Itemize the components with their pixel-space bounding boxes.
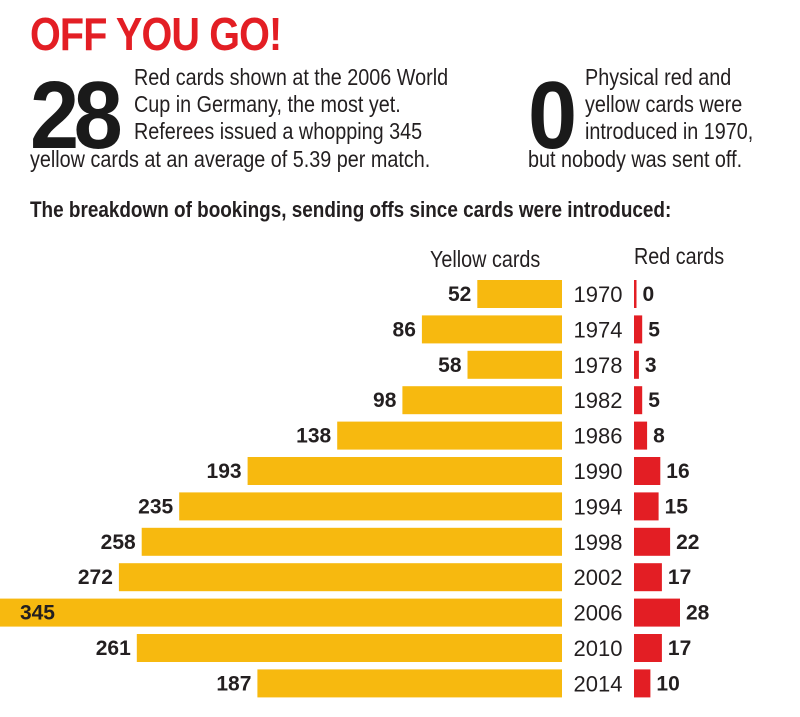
- yellow-bar-1994: [179, 492, 562, 521]
- yellow-bar-2014: [257, 669, 562, 698]
- stat-right-line-4: but nobody was sent off.: [528, 146, 743, 172]
- year-label-1998: 1998: [574, 530, 623, 555]
- yellow-value-2002: 272: [78, 566, 113, 589]
- year-label-1994: 1994: [574, 494, 623, 519]
- yellow-bar-2006: [0, 598, 562, 627]
- red-bar-2006: [634, 598, 680, 627]
- red-value-1986: 8: [653, 425, 665, 448]
- stat-left-line-1: Red cards shown at the 2006 World: [134, 64, 449, 90]
- year-label-1990: 1990: [574, 459, 623, 484]
- year-label-1978: 1978: [574, 353, 623, 378]
- yellow-value-1986: 138: [296, 425, 331, 448]
- red-bar-1986: [634, 421, 648, 450]
- red-value-2002: 17: [668, 566, 691, 589]
- stat-left-line-2: Cup in Germany, the most yet.: [134, 91, 401, 117]
- red-bar-1974: [634, 315, 643, 344]
- year-label-1982: 1982: [574, 388, 623, 413]
- red-bar-2014: [634, 669, 651, 698]
- year-label-2010: 2010: [574, 636, 623, 661]
- yellow-bar-1982: [402, 386, 562, 415]
- yellow-value-1974: 86: [393, 318, 416, 341]
- stat-left-line-4: yellow cards at an average of 5.39 per m…: [30, 146, 431, 172]
- stat-left-number: 28: [30, 62, 123, 169]
- yellow-value-1970: 52: [448, 283, 471, 306]
- red-bar-2002: [634, 563, 662, 592]
- stat-right-line-2: yellow cards were: [585, 91, 743, 117]
- red-value-1970: 0: [643, 283, 655, 306]
- year-label-2014: 2014: [574, 671, 623, 696]
- stat-right-line-3: introduced in 1970,: [585, 118, 754, 144]
- yellow-value-2010: 261: [96, 637, 131, 660]
- year-label-2006: 2006: [574, 601, 623, 626]
- yellow-bar-1974: [421, 315, 562, 344]
- yellow-value-1990: 193: [207, 460, 242, 483]
- page-title: OFF YOU GO!: [30, 8, 282, 60]
- year-label-1970: 1970: [574, 282, 623, 307]
- yellow-cards-header: Yellow cards: [430, 246, 541, 272]
- red-value-2006: 28: [686, 602, 710, 625]
- yellow-bar-1990: [247, 457, 562, 485]
- yellow-value-1994: 235: [138, 495, 173, 518]
- red-value-1994: 15: [665, 495, 689, 518]
- yellow-value-2006: 345: [20, 602, 55, 625]
- yellow-value-2014: 187: [216, 672, 251, 695]
- yellow-bar-1998: [141, 527, 562, 556]
- red-bar-1982: [634, 386, 643, 415]
- red-value-1974: 5: [648, 318, 660, 341]
- year-label-1974: 1974: [574, 317, 623, 342]
- yellow-value-1998: 258: [101, 531, 136, 554]
- yellow-value-1978: 58: [438, 354, 462, 377]
- stat-left-line-3: Referees issued a whopping 345: [134, 118, 423, 144]
- red-bar-1994: [634, 492, 659, 521]
- yellow-bar-2002: [118, 563, 563, 592]
- year-label-1986: 1986: [574, 424, 623, 449]
- red-bar-1990: [634, 457, 661, 485]
- stat-right-number: 0: [528, 62, 577, 169]
- red-bar-2010: [634, 634, 662, 662]
- red-value-1990: 16: [666, 460, 689, 483]
- red-bar-1978: [634, 350, 639, 379]
- red-value-2014: 10: [656, 672, 679, 695]
- red-value-1982: 5: [648, 389, 660, 412]
- red-value-2010: 17: [668, 637, 691, 660]
- stat-right-line-1: Physical red and: [585, 64, 732, 90]
- yellow-value-1982: 98: [373, 389, 397, 412]
- year-label-2002: 2002: [574, 565, 623, 590]
- red-bar-1998: [634, 527, 671, 556]
- red-bar-1970: [634, 280, 637, 308]
- yellow-bar-1978: [467, 350, 562, 379]
- red-value-1978: 3: [645, 354, 657, 377]
- red-cards-header: Red cards: [634, 243, 725, 269]
- yellow-bar-1970: [477, 280, 562, 308]
- yellow-bar-1986: [337, 421, 562, 450]
- red-value-1998: 22: [676, 531, 699, 554]
- yellow-bar-2010: [136, 634, 563, 662]
- chart-subtitle: The breakdown of bookings, sending offs …: [30, 197, 672, 222]
